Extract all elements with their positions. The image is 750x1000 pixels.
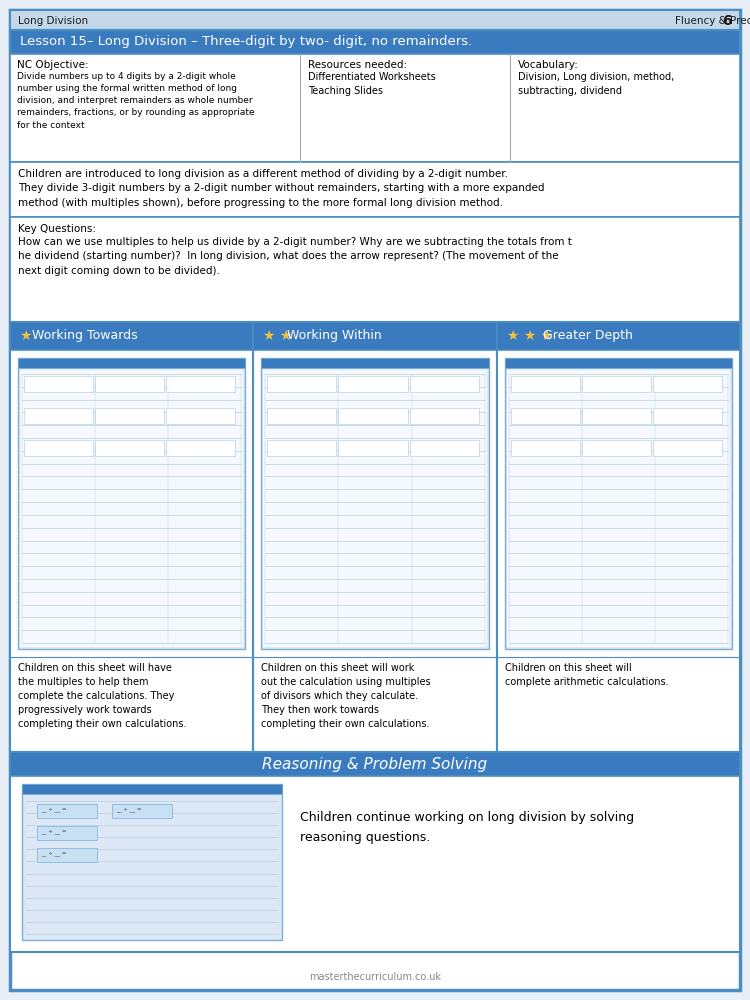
Bar bbox=[511, 440, 580, 456]
Text: __ ÷ __ =: __ ÷ __ = bbox=[41, 807, 67, 812]
Text: ★: ★ bbox=[20, 329, 37, 343]
Bar bbox=[166, 440, 236, 456]
Bar bbox=[582, 376, 651, 392]
Text: Vocabulary:: Vocabulary: bbox=[518, 60, 579, 70]
Bar bbox=[267, 408, 337, 424]
Bar bbox=[10, 10, 740, 30]
Text: masterthecurriculum.co.uk: masterthecurriculum.co.uk bbox=[309, 972, 441, 982]
Text: Children on this sheet will
complete arithmetic calculations.: Children on this sheet will complete ari… bbox=[505, 663, 668, 687]
Text: Children continue working on long division by solving
reasoning questions.: Children continue working on long divisi… bbox=[300, 811, 634, 844]
Bar bbox=[410, 376, 478, 392]
Text: Children on this sheet will have
the multiples to help them
complete the calcula: Children on this sheet will have the mul… bbox=[18, 663, 187, 729]
Bar bbox=[10, 322, 254, 752]
Bar bbox=[95, 440, 164, 456]
Bar bbox=[18, 358, 245, 368]
Bar bbox=[261, 358, 489, 368]
Bar bbox=[505, 358, 732, 649]
Bar bbox=[254, 322, 496, 752]
Text: Lesson 15– Long Division – Three-digit by two- digit, no remainders.: Lesson 15– Long Division – Three-digit b… bbox=[20, 35, 472, 48]
Bar bbox=[18, 358, 245, 649]
Bar bbox=[410, 440, 478, 456]
Bar bbox=[10, 752, 740, 776]
Bar bbox=[10, 322, 254, 350]
Bar bbox=[653, 440, 722, 456]
Text: Working Within: Working Within bbox=[287, 330, 382, 342]
Text: __ ÷ __ =: __ ÷ __ = bbox=[116, 807, 142, 812]
Bar bbox=[95, 408, 164, 424]
Text: Differentiated Worksheets
Teaching Slides: Differentiated Worksheets Teaching Slide… bbox=[308, 72, 436, 96]
Bar bbox=[95, 376, 164, 392]
Text: Greater Depth: Greater Depth bbox=[543, 330, 632, 342]
Text: Long Division: Long Division bbox=[18, 16, 88, 26]
Text: Reasoning & Problem Solving: Reasoning & Problem Solving bbox=[262, 756, 488, 772]
Bar bbox=[24, 440, 93, 456]
Bar bbox=[410, 408, 478, 424]
Bar bbox=[511, 408, 580, 424]
Bar bbox=[582, 408, 651, 424]
Bar bbox=[267, 376, 337, 392]
Text: ★ ★ ★: ★ ★ ★ bbox=[507, 329, 557, 343]
Text: Children on this sheet will work
out the calculation using multiples
of divisors: Children on this sheet will work out the… bbox=[261, 663, 431, 729]
Bar bbox=[338, 408, 407, 424]
Bar bbox=[10, 54, 740, 162]
Bar bbox=[20, 370, 243, 647]
Text: Division, Long division, method,
subtracting, dividend: Division, Long division, method, subtrac… bbox=[518, 72, 674, 96]
Text: Key Questions:: Key Questions: bbox=[18, 224, 96, 234]
Text: Working Towards: Working Towards bbox=[32, 330, 138, 342]
Bar bbox=[582, 440, 651, 456]
Bar bbox=[10, 30, 740, 54]
Bar bbox=[263, 370, 487, 647]
Bar bbox=[267, 440, 337, 456]
Bar bbox=[10, 752, 740, 952]
Bar bbox=[10, 217, 740, 322]
Text: NC Objective:: NC Objective: bbox=[17, 60, 88, 70]
Bar bbox=[505, 358, 732, 368]
Bar bbox=[496, 322, 740, 752]
Bar bbox=[261, 358, 489, 649]
Bar bbox=[166, 376, 236, 392]
Bar bbox=[653, 376, 722, 392]
Bar bbox=[653, 408, 722, 424]
Text: ★ ★: ★ ★ bbox=[263, 329, 297, 343]
Bar bbox=[10, 162, 740, 217]
Text: 6: 6 bbox=[722, 14, 732, 28]
Text: Divide numbers up to 4 digits by a 2-digit whole
number using the formal written: Divide numbers up to 4 digits by a 2-dig… bbox=[17, 72, 254, 130]
Text: Children are introduced to long division as a different method of dividing by a : Children are introduced to long division… bbox=[18, 169, 544, 208]
Text: How can we use multiples to help us divide by a 2-digit number? Why are we subtr: How can we use multiples to help us divi… bbox=[18, 237, 572, 276]
Bar bbox=[22, 784, 282, 794]
Bar bbox=[24, 376, 93, 392]
Bar bbox=[22, 784, 282, 940]
Bar bbox=[112, 804, 172, 818]
Text: __ ÷ __ =: __ ÷ __ = bbox=[41, 851, 67, 856]
Bar bbox=[511, 376, 580, 392]
Bar bbox=[338, 376, 407, 392]
Bar bbox=[338, 440, 407, 456]
Bar bbox=[507, 370, 730, 647]
Bar bbox=[166, 408, 236, 424]
Bar bbox=[254, 322, 496, 350]
Bar bbox=[496, 322, 740, 350]
Bar bbox=[37, 848, 97, 862]
Text: Resources needed:: Resources needed: bbox=[308, 60, 407, 70]
Bar bbox=[37, 804, 97, 818]
Bar bbox=[37, 826, 97, 840]
Text: Fluency & Precision: Fluency & Precision bbox=[675, 16, 750, 26]
Text: __ ÷ __ =: __ ÷ __ = bbox=[41, 829, 67, 834]
Bar bbox=[24, 408, 93, 424]
